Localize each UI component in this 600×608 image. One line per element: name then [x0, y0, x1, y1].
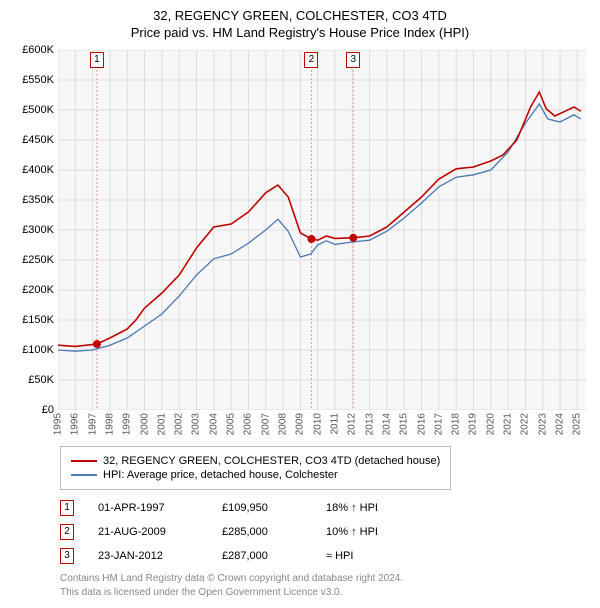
x-tick-label: 1998 [104, 413, 115, 435]
y-tick-label: £450K [22, 134, 54, 146]
transaction-date: 23-JAN-2012 [98, 550, 198, 562]
x-tick-label: 2021 [503, 413, 514, 435]
transaction-hpi: ≈ HPI [326, 550, 426, 562]
transaction-date: 21-AUG-2009 [98, 526, 198, 538]
y-tick-label: £150K [22, 314, 54, 326]
x-tick-label: 2002 [174, 413, 185, 435]
x-tick-label: 2022 [520, 413, 531, 435]
series-line [58, 92, 581, 346]
x-tick-label: 2020 [485, 413, 496, 435]
x-tick-label: 2000 [139, 413, 150, 435]
x-tick-label: 2024 [555, 413, 566, 435]
x-tick-label: 2008 [278, 413, 289, 435]
transaction-number-box: 1 [60, 500, 74, 516]
attribution: Contains HM Land Registry data © Crown c… [60, 572, 590, 600]
transaction-marker [349, 234, 357, 242]
attribution-line: Contains HM Land Registry data © Crown c… [60, 572, 590, 586]
x-tick-label: 1997 [87, 413, 98, 435]
x-tick-label: 2005 [226, 413, 237, 435]
attribution-line: This data is licensed under the Open Gov… [60, 586, 590, 600]
y-tick-label: £350K [22, 194, 54, 206]
transaction-price: £287,000 [222, 550, 302, 562]
transaction-marker-box: 2 [304, 52, 318, 68]
transaction-marker [307, 235, 315, 243]
x-tick-label: 2003 [191, 413, 202, 435]
y-tick-label: £50K [28, 374, 54, 386]
y-tick-label: £600K [22, 44, 54, 56]
x-tick-label: 1999 [122, 413, 133, 435]
legend: 32, REGENCY GREEN, COLCHESTER, CO3 4TD (… [60, 446, 451, 490]
x-tick-label: 2017 [433, 413, 444, 435]
x-tick-label: 2010 [312, 413, 323, 435]
x-tick-label: 2007 [260, 413, 271, 435]
legend-row: HPI: Average price, detached house, Colc… [71, 469, 440, 481]
plot-area: 1 2 3 [58, 50, 586, 410]
transaction-price: £109,950 [222, 502, 302, 514]
transactions-table: 1 01-APR-1997 £109,950 18% ↑ HPI 2 21-AUG-200… [60, 500, 590, 564]
y-axis: £0£50K£100K£150K£200K£250K£300K£350K£400… [10, 50, 56, 410]
transaction-row: 2 21-AUG-2009 £285,000 10% ↑ HPI [60, 524, 590, 540]
legend-label: HPI: Average price, detached house, Colc… [103, 469, 338, 481]
x-tick-label: 2009 [295, 413, 306, 435]
x-tick-label: 2011 [329, 413, 340, 435]
x-tick-label: 2001 [156, 413, 167, 435]
chart-area: £0£50K£100K£150K£200K£250K£300K£350K£400… [10, 46, 590, 438]
legend-swatch [71, 460, 97, 462]
transaction-number-box: 3 [60, 548, 74, 564]
y-tick-label: £100K [22, 344, 54, 356]
legend-label: 32, REGENCY GREEN, COLCHESTER, CO3 4TD (… [103, 455, 440, 467]
transaction-marker-box: 3 [346, 52, 360, 68]
chart-subtitle: Price paid vs. HM Land Registry's House … [10, 25, 590, 40]
legend-swatch [71, 474, 97, 476]
x-tick-label: 2004 [208, 413, 219, 435]
x-tick-label: 2013 [364, 413, 375, 435]
transaction-hpi: 10% ↑ HPI [326, 526, 426, 538]
x-tick-label: 2014 [381, 413, 392, 435]
transaction-row: 1 01-APR-1997 £109,950 18% ↑ HPI [60, 500, 590, 516]
x-tick-label: 1995 [53, 413, 64, 435]
y-tick-label: £500K [22, 104, 54, 116]
y-tick-label: £550K [22, 74, 54, 86]
series-line [58, 104, 581, 351]
x-tick-label: 2019 [468, 413, 479, 435]
x-tick-label: 2012 [347, 413, 358, 435]
x-tick-label: 2006 [243, 413, 254, 435]
transaction-row: 3 23-JAN-2012 £287,000 ≈ HPI [60, 548, 590, 564]
x-axis: 1995199619971998199920002001200220032004… [58, 410, 586, 438]
x-tick-label: 2015 [399, 413, 410, 435]
x-tick-label: 1996 [70, 413, 81, 435]
x-tick-label: 2023 [537, 413, 548, 435]
transaction-date: 01-APR-1997 [98, 502, 198, 514]
chart-svg [58, 50, 586, 410]
x-tick-label: 2016 [416, 413, 427, 435]
chart-container: 32, REGENCY GREEN, COLCHESTER, CO3 4TD P… [0, 0, 600, 608]
transaction-marker-box: 1 [90, 52, 104, 68]
chart-title: 32, REGENCY GREEN, COLCHESTER, CO3 4TD [10, 8, 590, 23]
transaction-marker [93, 340, 101, 348]
transaction-hpi: 18% ↑ HPI [326, 502, 426, 514]
y-tick-label: £200K [22, 284, 54, 296]
x-tick-label: 2018 [451, 413, 462, 435]
transaction-number-box: 2 [60, 524, 74, 540]
y-tick-label: £250K [22, 254, 54, 266]
y-tick-label: £300K [22, 224, 54, 236]
legend-row: 32, REGENCY GREEN, COLCHESTER, CO3 4TD (… [71, 455, 440, 467]
x-tick-label: 2025 [572, 413, 583, 435]
y-tick-label: £400K [22, 164, 54, 176]
transaction-price: £285,000 [222, 526, 302, 538]
